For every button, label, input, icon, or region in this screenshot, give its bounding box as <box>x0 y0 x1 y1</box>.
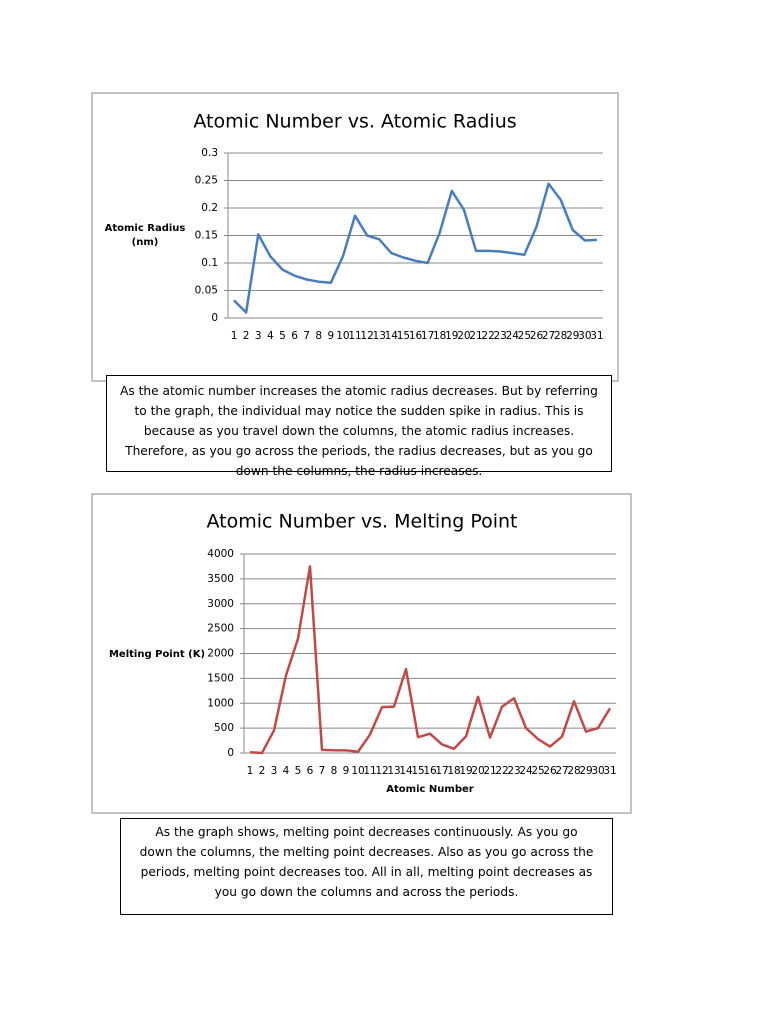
x-tick-label: 6 <box>307 765 314 777</box>
x-tick-label: 18 <box>433 330 446 342</box>
x-tick-label: 9 <box>327 330 334 342</box>
paragraph: As the graph shows, melting point decrea… <box>120 818 613 915</box>
chart-title: Atomic Number vs. Atomic Radius <box>193 111 516 133</box>
x-tick-label: 5 <box>295 765 302 777</box>
x-tick-label: 29 <box>566 330 579 342</box>
x-tick-label: 10 <box>336 330 349 342</box>
x-tick-label: 6 <box>291 330 298 342</box>
y-axis-label: Melting Point (K) <box>109 649 205 660</box>
y-tick-label: 0.3 <box>201 147 218 159</box>
x-tick-label: 29 <box>579 765 592 777</box>
x-tick-label: 21 <box>469 330 482 342</box>
x-tick-label: 17 <box>435 765 448 777</box>
x-tick-label: 13 <box>387 765 400 777</box>
x-tick-label: 9 <box>343 765 350 777</box>
x-tick-label: 14 <box>385 330 399 342</box>
x-tick-label: 28 <box>567 765 580 777</box>
x-tick-label: 8 <box>315 330 322 342</box>
x-tick-label: 11 <box>348 330 361 342</box>
x-tick-label: 30 <box>578 330 591 342</box>
x-tick-label: 20 <box>457 330 470 342</box>
x-tick-label: 19 <box>459 765 472 777</box>
y-tick-label: 1000 <box>207 697 234 709</box>
y-tick-label: 0.15 <box>195 230 218 242</box>
y-tick-label: 1500 <box>207 672 234 684</box>
y-tick-label: 0.2 <box>201 202 218 214</box>
x-tick-label: 3 <box>271 765 278 777</box>
x-tick-label: 16 <box>423 765 437 777</box>
x-axis-label: Atomic Number <box>386 784 473 795</box>
chart-title: Atomic Number vs. Melting Point <box>206 511 517 533</box>
x-tick-label: 30 <box>591 765 604 777</box>
x-tick-label: 1 <box>231 330 238 342</box>
y-tick-label: 2000 <box>207 648 234 660</box>
x-tick-label: 26 <box>543 765 557 777</box>
y-tick-label: 0.1 <box>201 257 218 269</box>
x-tick-label: 4 <box>283 765 290 777</box>
x-tick-label: 17 <box>421 330 434 342</box>
x-tick-label: 16 <box>409 330 423 342</box>
paragraph: As the atomic number increases the atomi… <box>106 375 612 478</box>
y-tick-label: 0 <box>211 312 218 324</box>
x-tick-label: 15 <box>411 765 424 777</box>
x-tick-label: 23 <box>507 765 520 777</box>
x-tick-label: 27 <box>542 330 555 342</box>
x-tick-label: 18 <box>447 765 460 777</box>
x-tick-label: 3 <box>255 330 262 342</box>
x-tick-label: 31 <box>590 330 603 342</box>
y-axis-label: Atomic Radius <box>105 223 186 234</box>
x-tick-label: 23 <box>493 330 506 342</box>
x-tick-label: 2 <box>259 765 266 777</box>
y-tick-label: 3500 <box>207 573 234 585</box>
x-tick-label: 14 <box>399 765 413 777</box>
x-tick-label: 19 <box>445 330 458 342</box>
x-tick-label: 13 <box>373 330 386 342</box>
y-tick-label: 0 <box>227 747 234 759</box>
x-tick-label: 12 <box>360 330 373 342</box>
y-tick-label: 3000 <box>207 598 234 610</box>
x-tick-label: 1 <box>247 765 254 777</box>
chart-frame <box>91 92 619 382</box>
x-tick-label: 7 <box>319 765 326 777</box>
x-tick-label: 31 <box>603 765 616 777</box>
x-tick-label: 10 <box>351 765 364 777</box>
y-axis-label: (nm) <box>132 237 159 248</box>
x-tick-label: 26 <box>530 330 544 342</box>
x-tick-label: 22 <box>495 765 508 777</box>
data-line <box>249 565 612 755</box>
y-tick-label: 0.25 <box>195 175 218 187</box>
x-tick-label: 25 <box>518 330 531 342</box>
x-tick-label: 24 <box>519 765 533 777</box>
x-tick-label: 25 <box>531 765 544 777</box>
x-tick-label: 7 <box>303 330 310 342</box>
x-tick-label: 24 <box>506 330 520 342</box>
x-tick-label: 22 <box>481 330 494 342</box>
y-tick-label: 500 <box>214 722 234 734</box>
x-tick-label: 11 <box>363 765 376 777</box>
x-tick-label: 20 <box>471 765 484 777</box>
x-tick-label: 21 <box>483 765 496 777</box>
x-tick-label: 8 <box>331 765 338 777</box>
x-tick-label: 4 <box>267 330 274 342</box>
data-line <box>233 182 598 314</box>
x-tick-label: 27 <box>555 765 568 777</box>
x-tick-label: 2 <box>243 330 250 342</box>
x-tick-label: 12 <box>375 765 388 777</box>
y-tick-label: 2500 <box>207 623 234 635</box>
x-tick-label: 28 <box>554 330 567 342</box>
x-tick-label: 15 <box>397 330 410 342</box>
y-tick-label: 4000 <box>207 548 234 560</box>
y-tick-label: 0.05 <box>195 285 218 297</box>
x-tick-label: 5 <box>279 330 286 342</box>
